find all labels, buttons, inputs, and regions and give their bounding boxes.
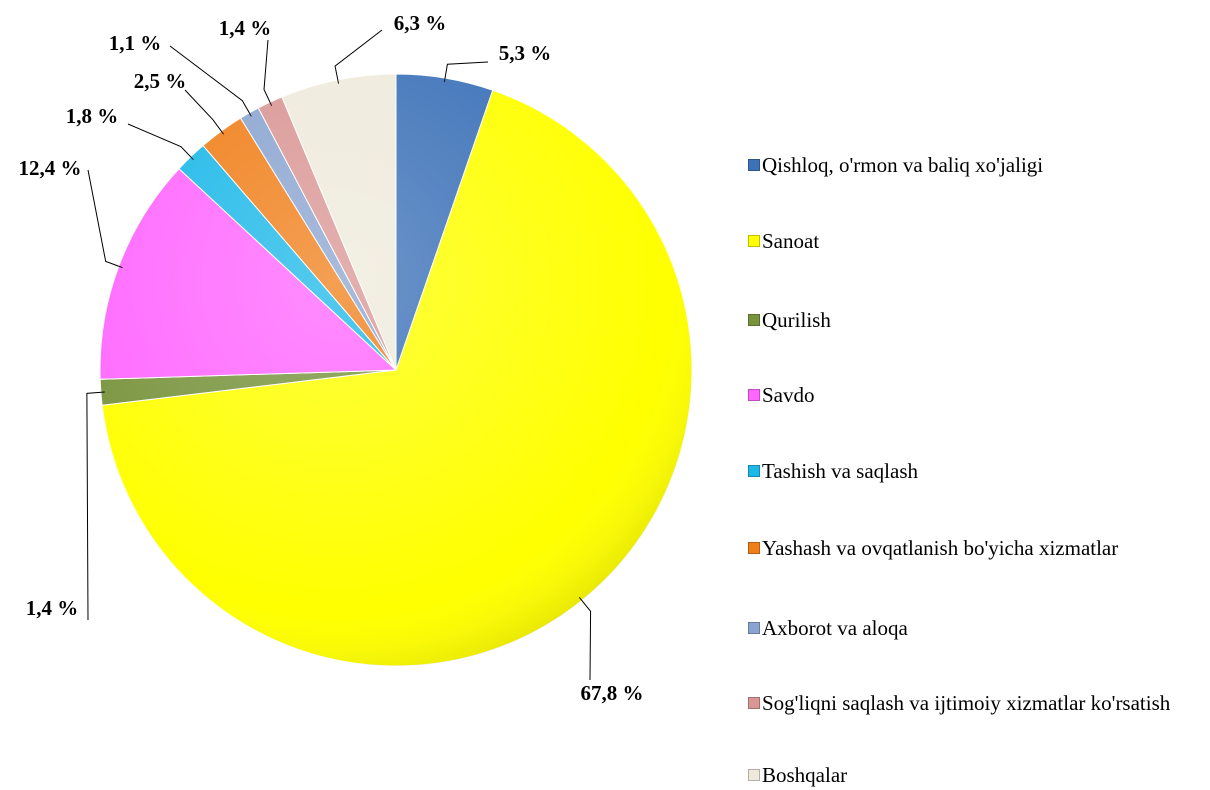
legend-swatch [748, 465, 760, 477]
data-label: 1,4 % [26, 596, 79, 620]
legend-item: Qurilish [748, 305, 1182, 335]
data-label: 5,3 % [499, 41, 552, 65]
legend-item: Sog'liqni saqlash va ijtimoiy xizmatlar … [748, 688, 1182, 718]
data-label: 12,4 % [19, 156, 82, 180]
legend-label: Sog'liqni saqlash va ijtimoiy xizmatlar … [762, 691, 1171, 715]
legend-label: Sanoat [762, 229, 820, 253]
data-label: 2,5 % [134, 69, 187, 93]
legend-item: Sanoat [748, 226, 1182, 256]
legend-label: Tashish va saqlash [762, 459, 919, 483]
leader-line [87, 169, 123, 269]
legend-swatch [748, 389, 760, 401]
leader-line [184, 89, 225, 135]
leader-line [263, 39, 273, 107]
data-label: 1,1 % [109, 31, 162, 55]
legend-swatch [748, 159, 760, 171]
legend-label: Yashash va ovqatlanish bo'yicha xizmatla… [762, 536, 1119, 560]
legend-swatch [748, 314, 760, 326]
legend-label: Savdo [762, 383, 815, 407]
legend-item: Savdo [748, 380, 1182, 410]
data-label: 1,4 % [219, 16, 272, 40]
legend-item: Yashash va ovqatlanish bo'yicha xizmatla… [748, 533, 1182, 563]
legend-swatch [748, 697, 760, 709]
legend-swatch [748, 622, 760, 634]
legend-swatch [748, 235, 760, 247]
data-label: 67,8 % [581, 681, 644, 705]
legend-item: Tashish va saqlash [748, 456, 1182, 486]
leader-line [127, 123, 194, 161]
legend-label: Qishloq, o'rmon va baliq xo'jaligi [762, 153, 1044, 177]
data-label: 1,8 % [66, 104, 119, 128]
legend-item: Boshqalar [748, 760, 1182, 790]
legend-swatch [748, 542, 760, 554]
legend-item: Qishloq, o'rmon va baliq xo'jaligi [748, 150, 1182, 180]
legend-label: Boshqalar [762, 763, 848, 787]
leader-line [86, 391, 105, 621]
data-label: 6,3 % [394, 11, 447, 35]
legend-label: Axborot va aloqa [762, 616, 908, 640]
legend-item: Axborot va aloqa [748, 613, 1182, 643]
legend-label: Qurilish [762, 308, 831, 332]
leader-line [578, 596, 592, 681]
legend-swatch [748, 769, 760, 781]
